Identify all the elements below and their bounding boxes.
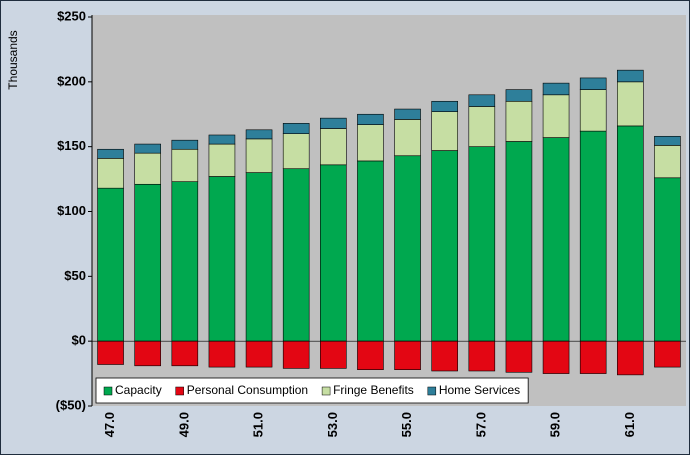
legend-label: Personal Consumption xyxy=(187,383,308,397)
bar-segment xyxy=(579,340,607,374)
bar-segment xyxy=(505,89,533,102)
bar-segment xyxy=(542,94,570,138)
y-tick-label: $50 xyxy=(64,268,86,283)
legend xyxy=(95,377,529,404)
bar-segment xyxy=(468,106,496,147)
x-tick-label: 47.0 xyxy=(102,412,117,437)
bar-segment xyxy=(320,164,347,342)
bar-segment xyxy=(579,130,607,342)
bar-segment xyxy=(134,152,161,185)
bar-segment xyxy=(431,340,458,372)
bar-segment xyxy=(654,145,681,179)
bar-segment xyxy=(394,340,421,370)
bar-segment xyxy=(282,133,310,170)
bar-segment xyxy=(282,123,310,135)
y-tick-label: $100 xyxy=(57,203,86,218)
bar-segment xyxy=(505,340,533,373)
bar-segment xyxy=(468,340,496,372)
bar-segment xyxy=(320,340,347,369)
y-axis-label: Thousands xyxy=(6,30,20,89)
bar-segment xyxy=(394,108,421,120)
bar-segment xyxy=(282,168,310,342)
bar-segment xyxy=(617,69,644,83)
bar-segment xyxy=(468,146,496,342)
bar-segment xyxy=(320,128,347,166)
bar-segment xyxy=(505,141,533,342)
bar-segment xyxy=(468,94,496,107)
bar-segment xyxy=(282,340,310,369)
bar-segment xyxy=(245,172,273,342)
bar-segment xyxy=(171,340,199,367)
x-tick-label: 57.0 xyxy=(473,412,488,437)
legend-swatch xyxy=(427,386,437,396)
bar-segment xyxy=(617,340,644,376)
bar-segment xyxy=(97,187,124,342)
bar-segment xyxy=(431,111,458,151)
bar-segment xyxy=(208,176,236,342)
bar-segment xyxy=(245,138,273,173)
x-tick-label: 55.0 xyxy=(399,412,414,437)
legend-label: Fringe Benefits xyxy=(333,383,414,397)
y-tick-label: ($50) xyxy=(56,397,86,412)
x-tick-label: 51.0 xyxy=(251,412,266,437)
bar-segment xyxy=(431,100,458,112)
bar-segment xyxy=(208,340,236,368)
bar-segment xyxy=(505,100,533,142)
y-tick-label: $250 xyxy=(57,8,86,23)
bar-segment xyxy=(542,137,570,342)
bar-segment xyxy=(171,148,199,182)
bar-segment xyxy=(245,340,273,368)
legend-swatch xyxy=(175,386,184,396)
bar-segment xyxy=(245,129,273,140)
bar-segment xyxy=(320,117,347,129)
y-tick-label: $200 xyxy=(57,73,86,88)
legend-label: Capacity xyxy=(115,383,162,397)
bar-segment xyxy=(357,113,384,125)
legend-swatch xyxy=(321,386,331,396)
bar-segment xyxy=(208,143,236,177)
bar-segment xyxy=(97,158,124,189)
y-tick-label: $150 xyxy=(57,138,86,153)
bar-segment xyxy=(171,139,199,150)
x-tick-label: 53.0 xyxy=(325,412,340,437)
y-tick-label: $0 xyxy=(72,333,86,348)
x-tick-label: 59.0 xyxy=(548,412,563,437)
bar-segment xyxy=(394,119,421,157)
bar-segment xyxy=(134,340,161,367)
bar-segment xyxy=(654,135,681,146)
bar-segment xyxy=(134,183,161,342)
legend-swatch xyxy=(103,386,113,396)
bar-segment xyxy=(97,148,124,159)
bar-segment xyxy=(97,340,124,365)
x-tick-label: 49.0 xyxy=(176,412,191,437)
bar-segment xyxy=(654,340,681,368)
bar-segment xyxy=(617,125,644,342)
bar-segment xyxy=(208,134,236,145)
bar-segment xyxy=(579,77,607,90)
legend-label: Home Services xyxy=(439,383,520,397)
bar-segment xyxy=(654,177,681,342)
bar-segment xyxy=(171,181,199,342)
bar-segment xyxy=(431,150,458,342)
bar-segment xyxy=(617,81,644,127)
bar-segment xyxy=(542,340,570,374)
x-tick-label: 61.0 xyxy=(622,412,637,437)
bar-segment xyxy=(357,124,384,162)
bar-segment xyxy=(134,143,161,154)
bar-segment xyxy=(357,160,384,342)
bar-segment xyxy=(579,89,607,132)
bar-segment xyxy=(542,82,570,96)
bar-segment xyxy=(357,340,384,370)
bar-segment xyxy=(394,155,421,342)
